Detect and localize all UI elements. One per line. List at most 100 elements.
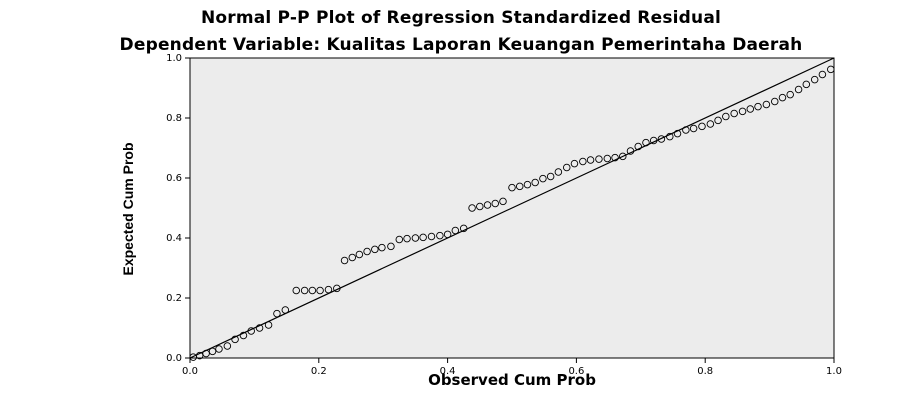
- data-point: [595, 155, 603, 163]
- data-point: [419, 233, 427, 242]
- data-point: [208, 347, 217, 356]
- data-point: [689, 124, 698, 133]
- x-axis-title: Observed Cum Prob: [428, 371, 596, 389]
- data-point: [499, 197, 507, 206]
- data-point: [603, 154, 612, 163]
- data-point: [387, 242, 395, 251]
- data-point: [411, 234, 420, 242]
- data-point: [531, 178, 539, 187]
- data-point: [355, 250, 364, 259]
- data-point: [333, 284, 341, 293]
- data-point: [395, 235, 404, 244]
- y-tick-label: 0.8: [166, 113, 182, 124]
- data-point: [706, 120, 715, 128]
- y-tick-label: 1.0: [166, 53, 182, 64]
- data-point: [546, 172, 555, 181]
- y-axis-title: Expected Cum Prob: [120, 142, 136, 276]
- x-tick-label: 0.8: [697, 366, 713, 377]
- data-point: [443, 230, 452, 239]
- y-tick-label: 0.2: [166, 293, 182, 304]
- chart-title: Normal P-P Plot of Regression Standardiz…: [200, 8, 722, 28]
- data-point: [371, 245, 379, 254]
- data-point: [642, 138, 650, 147]
- data-point: [324, 285, 333, 294]
- data-point: [281, 306, 290, 314]
- data-point: [746, 105, 755, 113]
- data-point: [649, 136, 658, 145]
- data-point: [722, 112, 730, 121]
- x-tick-label: 0.0: [182, 366, 198, 377]
- data-point: [231, 335, 239, 344]
- x-tick-label: 0.4: [440, 366, 456, 377]
- data-point: [468, 204, 476, 212]
- data-point: [738, 107, 747, 116]
- data-point: [340, 256, 349, 265]
- data-point: [698, 122, 706, 131]
- data-point: [778, 93, 787, 102]
- data-point: [714, 116, 722, 125]
- x-tick-label: 0.6: [568, 366, 584, 377]
- data-point: [300, 286, 309, 295]
- data-points: [189, 65, 835, 361]
- data-point: [666, 132, 674, 141]
- data-point: [451, 226, 460, 235]
- y-tick-label: 0.4: [166, 233, 182, 244]
- data-point: [195, 351, 204, 360]
- x-tick-label: 1.0: [826, 366, 842, 377]
- data-point: [562, 163, 571, 172]
- data-point: [215, 345, 223, 353]
- data-point: [515, 182, 524, 191]
- data-point: [247, 327, 255, 335]
- data-point: [771, 97, 779, 106]
- data-point: [657, 135, 666, 143]
- data-point: [316, 286, 324, 295]
- data-point: [586, 156, 595, 164]
- data-point: [239, 331, 248, 340]
- data-point: [794, 85, 803, 94]
- data-point: [255, 324, 264, 332]
- data-point: [754, 102, 762, 111]
- y-tick-label: 0.6: [166, 173, 182, 184]
- data-point: [554, 168, 563, 176]
- data-point: [523, 180, 532, 189]
- data-point: [539, 174, 547, 183]
- data-point: [308, 286, 317, 295]
- data-point: [363, 247, 371, 256]
- data-point: [626, 147, 635, 155]
- data-point: [579, 157, 587, 166]
- data-point: [292, 286, 301, 295]
- y-tick-label: 0.0: [166, 353, 182, 364]
- data-point: [730, 109, 738, 118]
- data-point: [459, 224, 468, 233]
- data-point: [476, 202, 484, 211]
- data-point: [818, 70, 827, 79]
- data-point: [802, 80, 811, 89]
- axis-ticks: 0.0 0.2 0.4 0.6 0.8 1.0 0.0 0.2 0.4 0.6 0.8 1.0: [166, 53, 842, 377]
- data-point: [202, 349, 210, 358]
- data-point: [491, 199, 500, 208]
- data-point: [483, 201, 492, 209]
- data-point: [403, 234, 411, 243]
- data-point: [611, 153, 619, 162]
- data-point: [273, 309, 281, 318]
- data-point: [762, 100, 771, 109]
- data-point: [810, 75, 819, 84]
- data-point: [570, 159, 579, 168]
- data-point: [264, 321, 273, 329]
- data-point: [378, 243, 386, 252]
- chart-subtitle: Dependent Variable: Kualitas Laporan Keu…: [119, 35, 803, 55]
- reference-line: [189, 57, 835, 359]
- data-point: [634, 142, 642, 151]
- data-point: [436, 231, 444, 240]
- x-tick-label: 0.2: [311, 366, 327, 377]
- data-point: [427, 232, 436, 241]
- data-point: [223, 342, 232, 350]
- data-point: [682, 126, 690, 134]
- data-point: [619, 152, 627, 161]
- data-point: [508, 183, 516, 192]
- data-point: [673, 129, 682, 138]
- data-point: [348, 253, 357, 262]
- data-point: [827, 65, 835, 74]
- data-point: [786, 90, 794, 99]
